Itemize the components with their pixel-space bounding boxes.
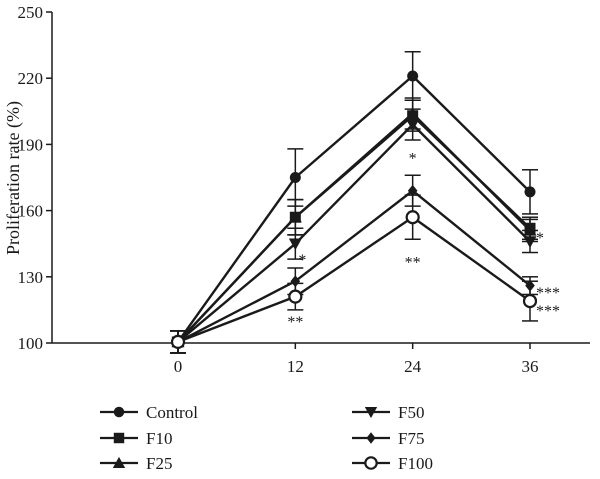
legend-marker: [364, 456, 378, 470]
y-tick-label: 220: [18, 69, 44, 88]
y-tick-label: 250: [18, 3, 44, 22]
significance-annotations: *************: [287, 151, 560, 331]
legend-item-f75: F75: [352, 429, 424, 448]
data-point-f25: [288, 210, 302, 223]
series-lines: [177, 74, 531, 344]
data-point-control: [289, 172, 301, 183]
y-tick-label: 130: [18, 268, 44, 287]
x-tick-label: 24: [404, 357, 422, 376]
x-tick-label: 0: [174, 357, 183, 376]
y-tick-label: 190: [18, 135, 44, 154]
legend-label: F50: [398, 403, 424, 422]
x-axis: 0 12 24 36: [52, 342, 590, 376]
significance-marker: **: [405, 254, 421, 271]
x-tick-label: 36: [522, 357, 539, 376]
x-tick-label: 12: [287, 357, 304, 376]
data-points: [170, 70, 538, 349]
legend-label: F25: [146, 454, 172, 473]
data-point-f100: [405, 210, 420, 225]
data-point-f25: [406, 107, 420, 119]
legend-marker: [113, 406, 125, 418]
legend-item-f50: F50: [352, 403, 424, 422]
data-point-control: [524, 186, 536, 198]
data-point-f50: [406, 119, 420, 132]
series-line-f50: [177, 123, 531, 343]
significance-marker: ***: [536, 285, 560, 302]
legend-marker: [112, 456, 126, 468]
data-point-f100: [170, 334, 186, 349]
legend-marker: [366, 432, 376, 444]
legend-label: F10: [146, 429, 172, 448]
y-tick-label: 160: [18, 202, 44, 221]
significance-marker: *: [298, 252, 306, 269]
error-bars: [170, 50, 538, 354]
series-line-control: [177, 74, 531, 343]
legend-label: Control: [146, 403, 198, 422]
legend-marker: [364, 407, 378, 419]
series-line-f75: [177, 189, 531, 343]
data-point-control: [407, 70, 419, 82]
significance-marker: ***: [536, 303, 560, 320]
data-point-f50: [288, 238, 302, 251]
legend-label: F100: [398, 454, 433, 473]
legend-label: F75: [398, 429, 424, 448]
data-point-f50: [523, 236, 537, 248]
legend-item-f10: F10: [100, 429, 172, 448]
data-point-f75: [525, 279, 535, 292]
legend: Control F10 F25 F50 F75 F100: [100, 403, 433, 473]
y-axis-title: Proliferation rate (%): [3, 101, 24, 255]
series-line-f10: [177, 114, 531, 343]
y-tick-label: 100: [18, 334, 44, 353]
legend-item-f25: F25: [100, 454, 172, 473]
series-line-f25: [177, 112, 531, 343]
legend-marker: [113, 432, 125, 444]
data-point-f100: [522, 293, 538, 309]
data-point-f75: [290, 275, 301, 288]
legend-item-f100: F100: [352, 454, 433, 473]
y-axis: 100 130 160 190 220 250: [18, 3, 53, 353]
significance-marker: **: [287, 314, 303, 331]
legend-item-control: Control: [100, 403, 198, 422]
significance-marker: *: [409, 151, 417, 168]
series-line-f100: [177, 216, 531, 344]
data-point-f25: [523, 223, 537, 236]
data-point-f75: [407, 184, 418, 197]
significance-marker: *: [536, 230, 544, 247]
data-point-f100: [288, 289, 303, 304]
